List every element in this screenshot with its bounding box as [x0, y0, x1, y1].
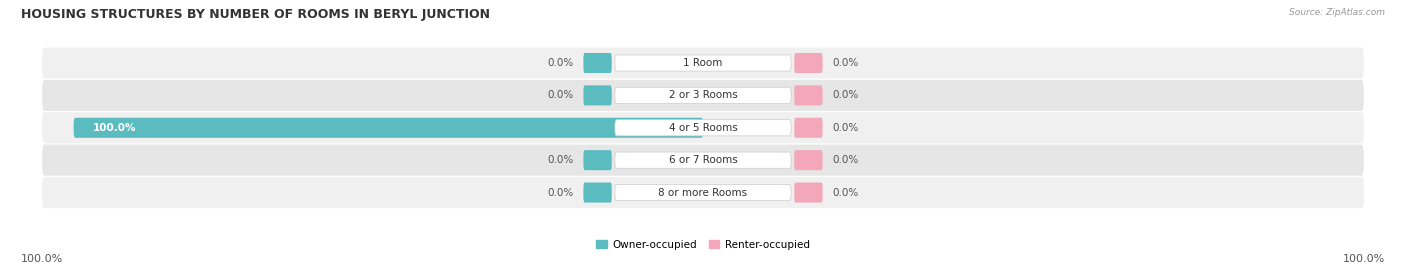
Text: 0.0%: 0.0% [548, 187, 574, 197]
FancyBboxPatch shape [42, 47, 1364, 79]
FancyBboxPatch shape [794, 150, 823, 170]
Text: 0.0%: 0.0% [548, 58, 574, 68]
FancyBboxPatch shape [42, 177, 1364, 208]
FancyBboxPatch shape [42, 80, 1364, 111]
FancyBboxPatch shape [614, 152, 792, 168]
Text: 1 Room: 1 Room [683, 58, 723, 68]
FancyBboxPatch shape [614, 120, 792, 136]
Text: 4 or 5 Rooms: 4 or 5 Rooms [669, 123, 737, 133]
FancyBboxPatch shape [794, 53, 823, 73]
Text: 0.0%: 0.0% [832, 90, 858, 100]
FancyBboxPatch shape [583, 85, 612, 105]
Text: 0.0%: 0.0% [832, 187, 858, 197]
Text: 0.0%: 0.0% [548, 155, 574, 165]
Text: 0.0%: 0.0% [832, 155, 858, 165]
FancyBboxPatch shape [614, 87, 792, 104]
FancyBboxPatch shape [614, 55, 792, 71]
FancyBboxPatch shape [583, 182, 612, 203]
FancyBboxPatch shape [583, 53, 612, 73]
FancyBboxPatch shape [794, 182, 823, 203]
FancyBboxPatch shape [42, 112, 1364, 143]
Text: 0.0%: 0.0% [832, 123, 858, 133]
Text: 100.0%: 100.0% [1343, 254, 1385, 264]
Text: 0.0%: 0.0% [548, 90, 574, 100]
FancyBboxPatch shape [794, 118, 823, 138]
FancyBboxPatch shape [42, 145, 1364, 176]
Text: 2 or 3 Rooms: 2 or 3 Rooms [669, 90, 737, 100]
Text: 0.0%: 0.0% [832, 58, 858, 68]
Text: HOUSING STRUCTURES BY NUMBER OF ROOMS IN BERYL JUNCTION: HOUSING STRUCTURES BY NUMBER OF ROOMS IN… [21, 8, 491, 21]
Legend: Owner-occupied, Renter-occupied: Owner-occupied, Renter-occupied [592, 235, 814, 254]
Text: 6 or 7 Rooms: 6 or 7 Rooms [669, 155, 737, 165]
FancyBboxPatch shape [794, 85, 823, 105]
Text: 8 or more Rooms: 8 or more Rooms [658, 187, 748, 197]
FancyBboxPatch shape [583, 150, 612, 170]
Text: 100.0%: 100.0% [21, 254, 63, 264]
Text: Source: ZipAtlas.com: Source: ZipAtlas.com [1289, 8, 1385, 17]
FancyBboxPatch shape [73, 118, 703, 138]
FancyBboxPatch shape [614, 185, 792, 201]
Text: 100.0%: 100.0% [93, 123, 136, 133]
